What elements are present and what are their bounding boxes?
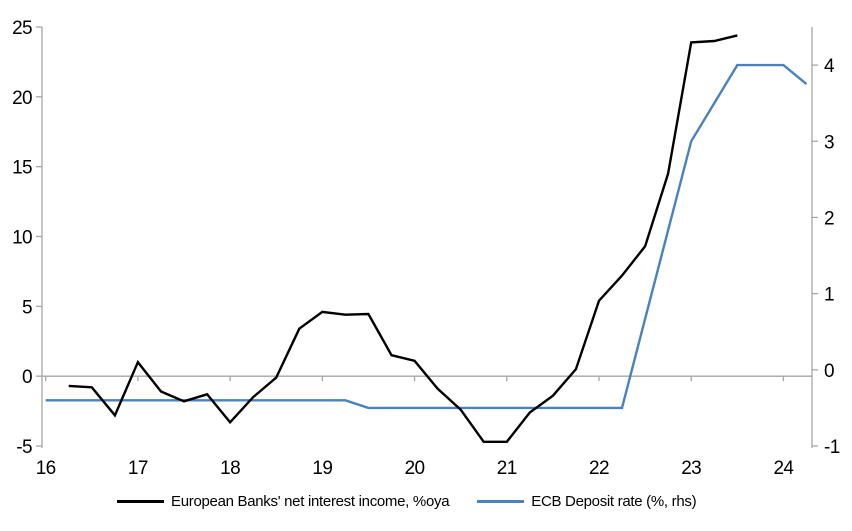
x-tick-label: 24 <box>773 458 794 479</box>
x-tick-label: 21 <box>497 458 517 479</box>
legend-label-ecb: ECB Deposit rate (%, rhs) <box>531 493 697 510</box>
right-tick-label: 2 <box>824 208 834 229</box>
right-axis: -1 0 1 2 3 4 <box>811 27 840 458</box>
left-tick-label: 5 <box>22 297 32 318</box>
left-tick-label: -5 <box>16 437 32 458</box>
right-tick-label: 0 <box>824 361 834 382</box>
x-axis: 16 17 18 19 20 21 22 23 24 <box>36 376 795 479</box>
x-tick-label: 20 <box>405 458 425 479</box>
legend-swatch-ecb <box>477 500 525 503</box>
left-tick-label: 10 <box>12 228 32 249</box>
right-tick-label: -1 <box>824 437 840 458</box>
left-tick-label: 0 <box>22 367 32 388</box>
legend-item-ecb: ECB Deposit rate (%, rhs) <box>477 493 697 510</box>
left-tick-label: 20 <box>12 88 32 109</box>
legend: European Banks' net interest income, %oy… <box>117 493 697 510</box>
x-tick-label: 23 <box>681 458 701 479</box>
left-tick-label: 15 <box>12 158 32 179</box>
legend-swatch-nii <box>117 500 164 503</box>
x-tick-label: 22 <box>589 458 609 479</box>
x-tick-label: 18 <box>220 458 240 479</box>
x-tick-label: 19 <box>312 458 332 479</box>
left-axis: -5 0 5 10 15 20 25 <box>12 18 43 458</box>
series-line-nii <box>68 34 738 443</box>
right-tick-label: 4 <box>824 56 835 77</box>
x-tick-label: 16 <box>36 458 56 479</box>
x-tick-label: 17 <box>128 458 148 479</box>
right-tick-label: 3 <box>824 132 834 153</box>
legend-label-nii: European Banks' net interest income, %oy… <box>171 493 450 510</box>
series-line-ecb <box>45 63 808 410</box>
right-tick-label: 1 <box>824 285 834 306</box>
legend-item-nii: European Banks' net interest income, %oy… <box>117 493 450 510</box>
left-tick-label: 25 <box>12 18 32 39</box>
